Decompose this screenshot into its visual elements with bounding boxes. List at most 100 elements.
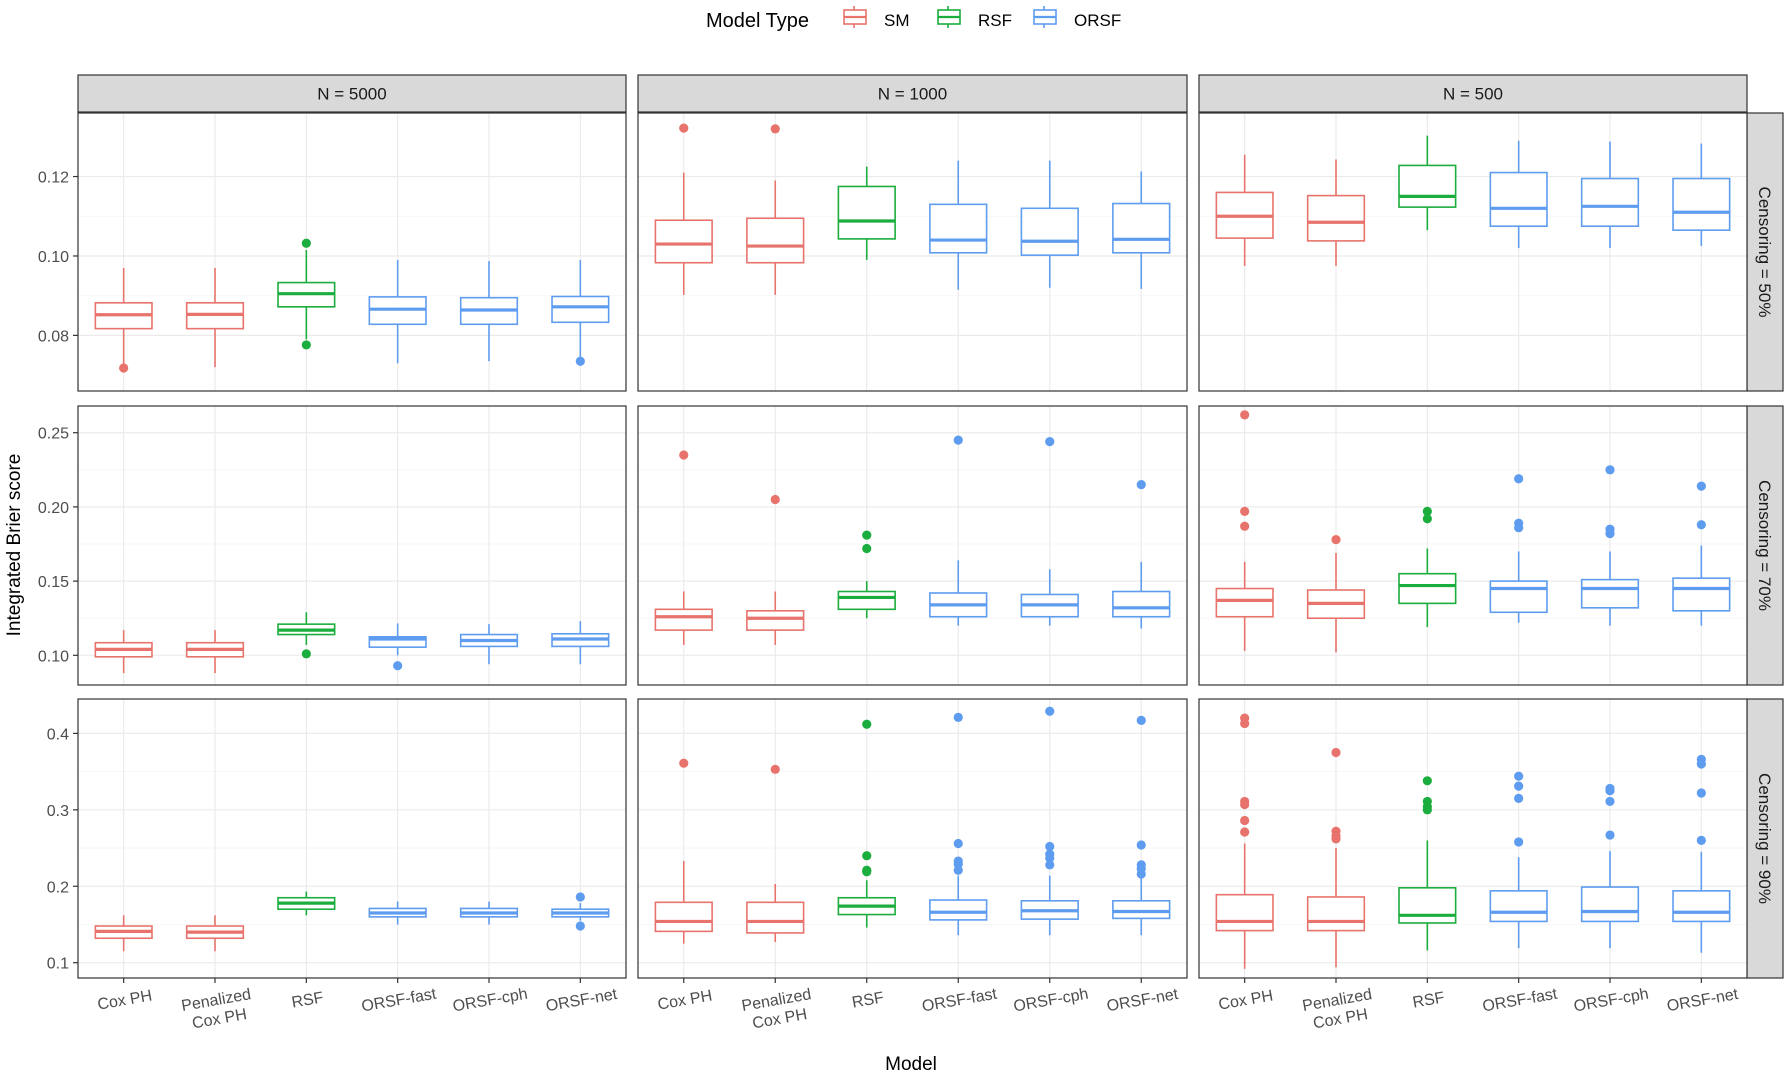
outlier-point [1514, 837, 1524, 847]
x-tick-label: PenalizedCox PH [1301, 986, 1376, 1034]
box-iqr [1020, 207, 1079, 256]
outlier-point [1605, 830, 1615, 840]
outlier-point [1136, 480, 1146, 490]
box-penalized-cox-ph [1306, 159, 1366, 266]
x-tick-label: RSF [1411, 989, 1446, 1011]
facet-panels [77, 112, 1748, 979]
col-strip-label: N = 1000 [878, 85, 947, 104]
legend-item-orsf: ORSF [1033, 6, 1121, 30]
outlier-point [1696, 788, 1706, 798]
outlier-point [1045, 437, 1055, 447]
box-iqr [654, 901, 713, 933]
y-tick-label: 0.3 [47, 803, 69, 820]
outlier-point [1422, 506, 1432, 516]
panel-bg [1199, 113, 1747, 391]
panel-bg [78, 406, 626, 685]
outlier-point [1331, 534, 1341, 545]
x-tick-label-line: Cox PH [96, 987, 153, 1013]
outlier-point [953, 865, 963, 875]
outlier-point [953, 712, 963, 722]
box-rsf [837, 530, 896, 619]
panel-border [77, 405, 627, 686]
box-orsf-cph [1580, 141, 1640, 249]
x-tick-label-line: Cox PH [1217, 987, 1274, 1013]
outlier-point [575, 356, 585, 366]
y-tick-label: 0.20 [38, 500, 69, 517]
box-iqr [1580, 177, 1640, 227]
y-tick-label: 0.1 [47, 956, 69, 973]
panel [1198, 112, 1748, 392]
box-iqr [1489, 890, 1548, 923]
x-tick-label: ORSF-cph [1573, 986, 1650, 1016]
box-orsf-fast [1489, 474, 1548, 623]
box-penalized-cox-ph [746, 764, 805, 943]
box-orsf-cph [1020, 160, 1079, 288]
x-tick-label-line: ORSF-net [1106, 986, 1180, 1015]
outlier-point [393, 661, 403, 671]
y-tick-label: 0.25 [38, 426, 69, 443]
box-orsf-fast [368, 259, 427, 364]
panel-bg [78, 699, 626, 978]
outlier-point [862, 867, 872, 877]
x-tick-label-line: RSF [1411, 989, 1446, 1011]
x-tick-label: ORSF-cph [452, 986, 529, 1016]
panel [1198, 698, 1748, 979]
panel-border [637, 698, 1188, 979]
box-orsf-net [1112, 480, 1171, 629]
col-strip-bg [77, 74, 627, 113]
col-strip-label: N = 5000 [317, 85, 386, 104]
box-iqr [837, 185, 896, 240]
x-tick-label: ORSF-net [545, 986, 619, 1015]
outlier-point [575, 921, 585, 931]
y-axis-title: Integrated Brier score [4, 454, 25, 637]
box-cox-ph [94, 630, 153, 674]
box-rsf [1398, 776, 1457, 951]
row-strip-bg [1746, 698, 1784, 979]
x-tick-label-line: ORSF-cph [452, 986, 529, 1016]
box-rsf [1398, 506, 1457, 628]
col-strip-label: N = 500 [1443, 85, 1503, 104]
col-strip-bg [637, 74, 1188, 113]
outlier-point [1696, 520, 1706, 530]
panel-bg [78, 113, 626, 391]
box-rsf [1398, 135, 1457, 231]
outlier-point [1422, 514, 1432, 524]
outlier-point [1240, 799, 1250, 810]
box-orsf-net [1672, 143, 1731, 247]
box-iqr [837, 590, 896, 611]
x-tick-label: Cox PH [656, 987, 713, 1013]
box-orsf-net [551, 621, 610, 665]
outlier-point [862, 719, 872, 729]
outlier-point [1240, 815, 1250, 826]
x-tick-label-line: ORSF-cph [1012, 986, 1089, 1016]
outlier-point [1696, 481, 1706, 491]
box-cox-ph [94, 267, 153, 373]
row-strip-label: Censoring = 50% [1755, 187, 1774, 318]
x-tick-label: ORSF-fast [921, 986, 999, 1016]
x-tick-label: Cox PH [96, 987, 153, 1013]
outlier-point [1136, 840, 1146, 850]
box-iqr [654, 608, 713, 631]
x-tick-label-line: RSF [290, 989, 325, 1011]
outlier-point [1422, 776, 1432, 786]
panel-bg [1199, 406, 1747, 685]
panel-bg [638, 406, 1187, 685]
box-orsf-fast [929, 712, 988, 936]
legend-title: Model Type [706, 10, 809, 32]
box-iqr [1306, 896, 1366, 932]
box-iqr [1580, 578, 1640, 609]
panel [77, 405, 627, 686]
box-iqr [1306, 194, 1366, 242]
outlier-point [1240, 718, 1250, 729]
box-iqr [1398, 164, 1457, 208]
outlier-point [770, 764, 780, 774]
outlier-point [1696, 759, 1706, 769]
box-cox-ph [654, 123, 713, 295]
outlier-point [862, 530, 872, 540]
outlier-point [1605, 786, 1615, 796]
outlier-point [1240, 827, 1250, 837]
outlier-point [1045, 841, 1055, 852]
box-orsf-fast [1489, 140, 1548, 249]
x-tick-label-line: ORSF-net [1666, 986, 1740, 1015]
panel-border [1198, 405, 1748, 686]
